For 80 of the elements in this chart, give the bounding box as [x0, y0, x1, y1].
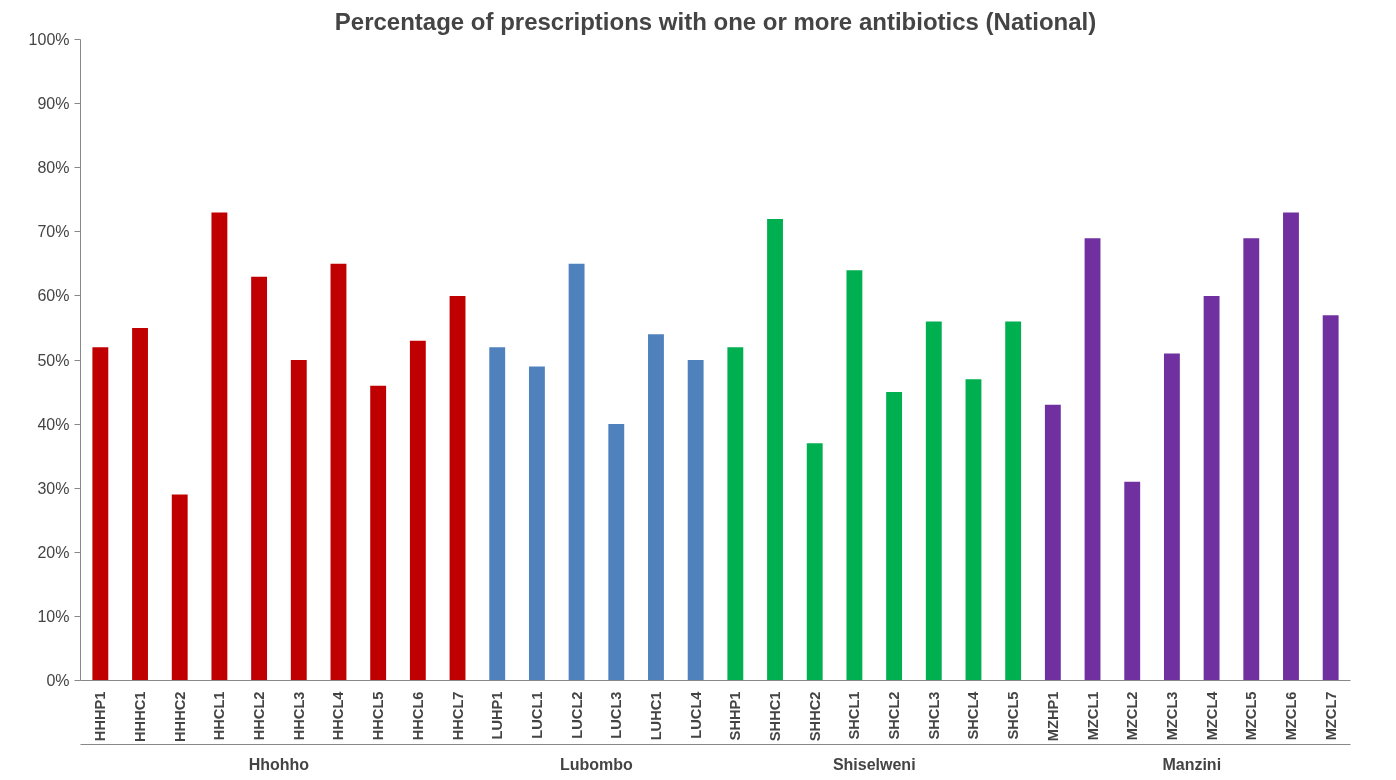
x-tick-label: LUHP1	[489, 691, 506, 740]
x-tick-label: SHCL2	[886, 691, 903, 740]
y-tick-label: 0%	[46, 672, 70, 689]
x-tick-label: SHCL5	[1005, 691, 1022, 740]
x-tick-label: MZCL5	[1243, 691, 1260, 741]
x-tick-label: MZCL3	[1163, 691, 1180, 741]
bar	[171, 494, 188, 681]
x-tick-label: MZCL6	[1282, 691, 1299, 741]
bar	[1322, 315, 1339, 681]
x-tick-label: MZCL1	[1084, 691, 1101, 741]
bar	[1163, 353, 1180, 681]
text: Manzini	[1162, 755, 1222, 773]
y-tick-label: 60%	[37, 287, 70, 305]
bar	[1044, 404, 1061, 681]
bar	[568, 263, 585, 681]
y-tick-label: 50%	[37, 351, 70, 369]
x-tick-label: MZCL4	[1203, 690, 1220, 741]
y-tick-label: 20%	[37, 543, 70, 561]
y-tick-label: 80%	[37, 159, 70, 177]
x-tick-label: MZCL2	[1124, 691, 1141, 741]
y-tick-label: 70%	[37, 223, 70, 241]
bar	[1124, 481, 1141, 681]
y-tick-label: 10%	[37, 607, 70, 625]
bar	[211, 212, 228, 681]
text: Shiselweni	[832, 755, 916, 773]
x-tick-label: LUCL4	[687, 690, 704, 739]
x-tick-label: HHCL1	[211, 691, 228, 741]
bar	[290, 360, 307, 681]
bar	[806, 443, 823, 681]
x-tick-label: HHCL7	[449, 691, 466, 741]
bar	[330, 263, 347, 681]
bar	[528, 366, 545, 681]
x-tick-label: HHCL5	[370, 691, 387, 741]
text: Hhohho	[248, 755, 310, 773]
y-tick-label: 40%	[37, 415, 70, 433]
bar	[251, 276, 268, 681]
bar	[132, 327, 148, 681]
bar	[925, 321, 942, 681]
bar	[727, 347, 744, 681]
bar	[608, 424, 625, 681]
x-tick-label: SHCL1	[846, 691, 863, 740]
x-tick-label: SHCL3	[925, 691, 942, 740]
y-tick-label: 100%	[28, 31, 70, 48]
x-tick-label: HHCL2	[251, 691, 268, 741]
bar	[409, 340, 426, 681]
bar	[489, 347, 506, 681]
x-tick-label: HHHC1	[132, 691, 149, 742]
x-tick-label: SHHP1	[727, 691, 744, 741]
x-tick-label: LUCL2	[568, 691, 585, 739]
x-tick-label: HHHC2	[171, 691, 188, 742]
bar	[92, 347, 109, 681]
bar	[370, 385, 387, 681]
bar	[767, 218, 783, 681]
x-tick-label: SHHC1	[767, 691, 784, 742]
bar	[886, 392, 903, 681]
x-tick-label: HHHP1	[92, 691, 109, 742]
x-tick-label: HHCL4	[330, 690, 347, 741]
x-tick-label: SHCL4	[965, 690, 982, 740]
bar	[687, 360, 704, 681]
bar	[1243, 238, 1260, 681]
bar	[648, 334, 664, 681]
x-tick-label: MZHP1	[1044, 691, 1061, 742]
bar	[1005, 321, 1022, 681]
x-tick-label: HHCL6	[409, 691, 426, 741]
bar	[1283, 212, 1299, 681]
bar	[449, 295, 466, 681]
bar	[1084, 238, 1101, 681]
bar	[1203, 295, 1220, 681]
chart-title: Percentage of prescriptions with one or more antibiotics (National)	[334, 7, 1097, 35]
text: Lubombo	[560, 755, 634, 773]
y-tick-label: 90%	[37, 95, 70, 113]
x-tick-label: HHCL3	[290, 691, 307, 741]
x-tick-label: MZCL7	[1322, 691, 1339, 741]
bar	[965, 379, 982, 681]
x-tick-label: LUHC1	[647, 691, 664, 741]
x-tick-label: SHHC2	[806, 691, 823, 742]
y-tick-label: 30%	[37, 479, 70, 497]
x-tick-label: LUCL3	[608, 691, 625, 739]
bar	[846, 270, 863, 681]
x-tick-label: LUCL1	[528, 691, 545, 739]
